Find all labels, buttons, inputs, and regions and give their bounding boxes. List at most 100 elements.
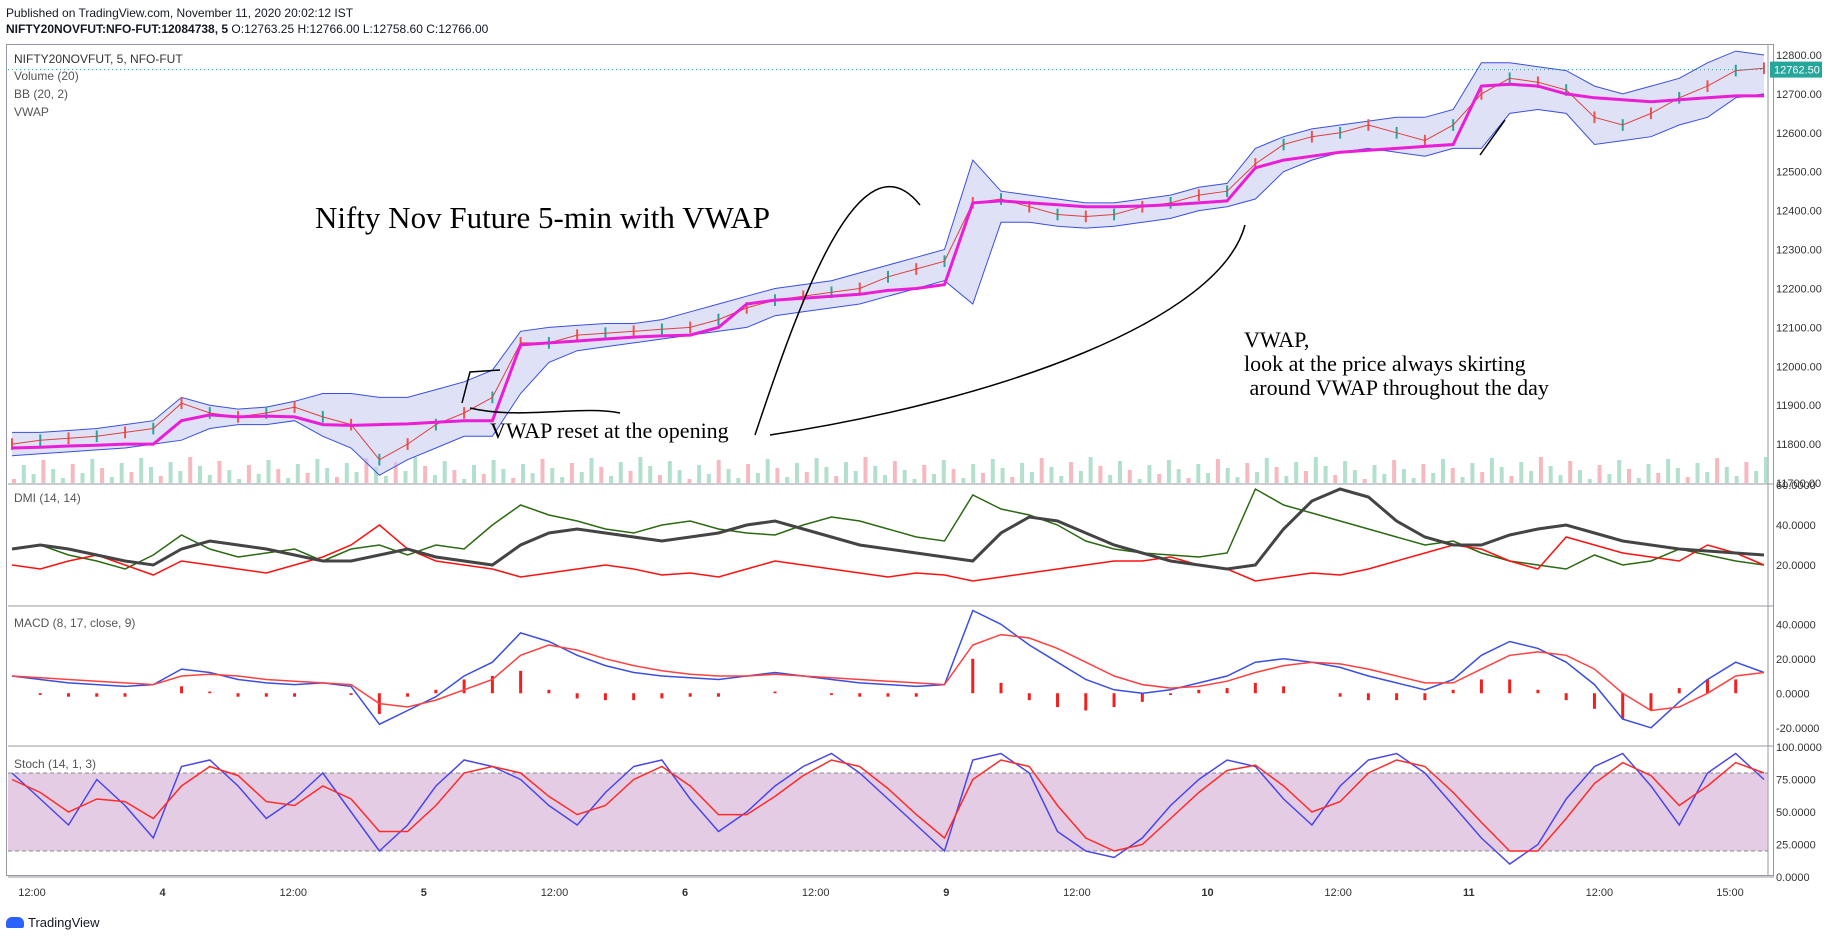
price-tick-label: 12600.00: [1776, 128, 1822, 140]
volume-bar: [1000, 468, 1005, 483]
volume-bar: [883, 475, 888, 483]
volume-bar: [100, 468, 105, 483]
annotation-vwap-note: VWAP, look at the price always skirting a…: [1244, 328, 1549, 400]
dmi-tick-label: 60.0000: [1776, 480, 1816, 492]
volume-bar: [295, 464, 300, 483]
volume-bar: [1098, 466, 1103, 483]
volume-bar: [863, 457, 868, 483]
volume-bar: [804, 472, 809, 483]
volume-bar: [452, 470, 457, 483]
volume-bar: [736, 478, 741, 483]
volume-bar: [364, 458, 369, 483]
volume-bar: [1127, 470, 1132, 483]
volume-bar: [1108, 475, 1113, 483]
volume-bar: [1587, 479, 1592, 483]
volume-bar: [1450, 468, 1455, 483]
volume-bar: [12, 479, 16, 483]
cloud-icon: [6, 917, 24, 928]
volume-bar: [188, 457, 193, 483]
tradingview-logo[interactable]: TradingView: [6, 915, 100, 930]
volume-bar: [442, 461, 447, 483]
last-price-badge-text: 12762.50: [1774, 65, 1820, 77]
volume-bar: [658, 475, 662, 483]
stoch-tick-label: 25.0000: [1776, 840, 1816, 852]
volume-bar: [589, 458, 594, 483]
volume-bar: [1304, 471, 1308, 483]
dmi-tick-label: 40.0000: [1776, 520, 1816, 532]
macd-tick-label: 40.0000: [1776, 619, 1816, 631]
volume-bar: [951, 469, 956, 483]
volume-bar: [335, 477, 339, 483]
volume-bar: [21, 465, 26, 483]
volume-bar: [638, 457, 643, 483]
dmi-label: DMI (14, 14): [14, 491, 81, 505]
volume-bar: [726, 469, 731, 483]
annotation-vwap-note-line3: around VWAP throughout the day: [1244, 375, 1549, 400]
volume-bar: [746, 464, 751, 483]
volume-bar: [237, 479, 242, 483]
stoch-band: [8, 773, 1768, 851]
time-tick-label: 12:00: [1586, 887, 1614, 899]
volume-bar: [276, 469, 281, 483]
plus-di-line: [11, 487, 1765, 570]
volume-bar: [765, 459, 770, 483]
volume-bar: [1039, 458, 1044, 483]
volume-bar: [628, 471, 633, 483]
annotation-vwap-note-line2: look at the price always skirting: [1244, 351, 1526, 376]
volume-bar: [60, 478, 65, 483]
volume-bar: [129, 472, 134, 483]
chart-frame: [6, 44, 1774, 876]
volume-bar: [648, 466, 653, 483]
time-tick-label: 4: [160, 887, 167, 899]
stoch-k-line: [11, 752, 1765, 865]
volume-bar: [873, 466, 878, 483]
volume-bar: [1431, 473, 1436, 483]
volume-bar: [246, 465, 251, 483]
volume-bar: [1313, 457, 1318, 483]
minus-di-line: [11, 524, 1765, 582]
volume-bar: [1166, 460, 1171, 483]
annotation-arrow: [769, 224, 1246, 436]
volume-bar: [149, 467, 153, 483]
volume-bar: [1685, 477, 1690, 483]
volume-bar: [168, 462, 173, 483]
volume-bar: [109, 477, 114, 483]
volume-bar: [472, 465, 476, 483]
volume-bar: [1069, 462, 1074, 483]
volume-bar: [511, 478, 516, 483]
price-tick-label: 11900.00: [1776, 400, 1821, 412]
volume-bar: [462, 479, 467, 483]
time-tick-label: 10: [1201, 887, 1213, 899]
volume-bar: [1059, 476, 1064, 483]
volume-bar: [1538, 457, 1543, 483]
macd-label: MACD (8, 17, close, 9): [14, 616, 136, 630]
volume-bar: [1519, 462, 1524, 483]
volume-bar: [1754, 471, 1759, 483]
vwap-label: VWAP: [14, 105, 49, 119]
volume-bar: [1225, 468, 1230, 483]
volume-bar: [354, 472, 359, 483]
annotation-title: Nifty Nov Future 5-min with VWAP: [315, 200, 770, 235]
volume-bar: [1147, 465, 1152, 483]
price-tick-label: 12000.00: [1776, 361, 1822, 373]
bb-label: BB (20, 2): [14, 87, 69, 101]
volume-bar: [540, 459, 545, 483]
price-tick-label: 12700.00: [1776, 89, 1822, 101]
time-tick-label: 9: [943, 887, 949, 899]
volume-bar: [834, 476, 839, 483]
price-tick-label: 12200.00: [1776, 283, 1822, 295]
volume-bar: [609, 476, 614, 483]
volume-bar: [1176, 469, 1181, 483]
stoch-tick-label: 0.0000: [1776, 872, 1810, 884]
volume-bar: [599, 467, 604, 483]
volume-bar: [1695, 463, 1700, 483]
volume-bar: [1724, 467, 1729, 483]
volume-bar: [990, 459, 995, 483]
volume-bar: [1558, 475, 1563, 483]
volume-bar: [1460, 477, 1465, 483]
volume-bar: [1656, 473, 1661, 483]
volume-bar: [1372, 465, 1377, 483]
volume-bar: [1734, 476, 1739, 483]
volume-bar: [1215, 459, 1220, 483]
